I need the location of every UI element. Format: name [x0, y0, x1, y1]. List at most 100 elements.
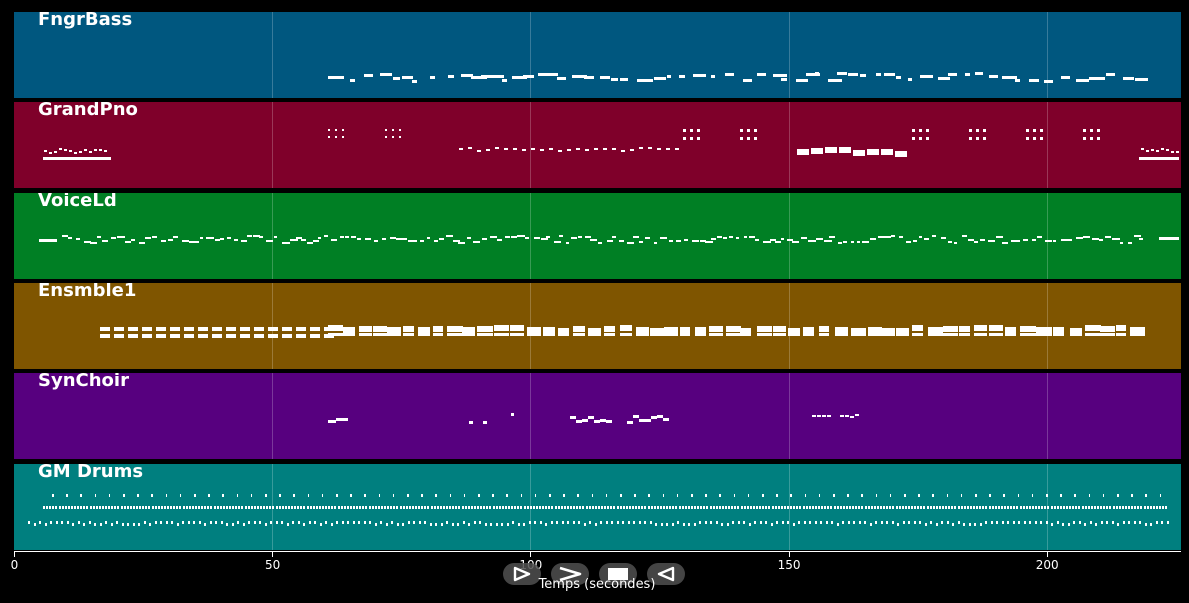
note: [281, 521, 283, 524]
note: [61, 506, 64, 509]
note: [693, 74, 707, 78]
note: [198, 521, 201, 524]
note: [548, 506, 551, 509]
note: [573, 506, 576, 509]
note: [70, 506, 73, 509]
note: [405, 506, 408, 509]
note: [325, 506, 328, 509]
note: [427, 506, 430, 509]
note: [1115, 506, 1118, 509]
note: [264, 523, 267, 526]
note: [582, 506, 585, 509]
note: [1151, 148, 1154, 151]
note: [1041, 506, 1044, 509]
note: [644, 521, 646, 524]
play-button[interactable]: [503, 563, 541, 585]
note: [194, 506, 197, 509]
note: [680, 326, 691, 333]
note: [461, 333, 475, 336]
note: [501, 506, 504, 509]
note: [814, 521, 817, 524]
note: [853, 521, 855, 524]
note: [502, 79, 508, 83]
note: [864, 521, 866, 524]
note: [780, 506, 783, 509]
note: [754, 137, 757, 140]
note: [229, 506, 231, 509]
note: [864, 506, 867, 509]
note: [342, 136, 344, 138]
note: [775, 241, 781, 244]
note: [334, 506, 337, 509]
note: [381, 238, 386, 241]
note: [566, 506, 569, 509]
note: [200, 236, 204, 239]
grid-line: [272, 283, 274, 369]
note: [129, 506, 132, 509]
note: [50, 521, 52, 524]
note: [529, 506, 532, 509]
note: [875, 521, 877, 524]
note: [1019, 506, 1022, 509]
rewind-button[interactable]: [647, 563, 685, 585]
note: [1038, 506, 1041, 509]
note: [154, 506, 157, 509]
note: [462, 521, 465, 524]
note: [597, 241, 603, 244]
note: [1105, 72, 1115, 76]
note: [850, 327, 867, 334]
axis-tick-label: 150: [777, 558, 801, 572]
note: [798, 521, 800, 524]
note: [509, 333, 524, 336]
note: [1087, 506, 1090, 509]
note: [83, 523, 85, 526]
note: [238, 506, 241, 509]
note: [522, 75, 535, 79]
note: [951, 506, 954, 509]
note: [160, 506, 163, 509]
note: [74, 506, 76, 509]
note: [94, 523, 96, 526]
note: [694, 506, 696, 509]
note: [171, 521, 173, 524]
note: [653, 77, 667, 81]
note: [1044, 506, 1047, 509]
track-lane: Ensmble1: [14, 283, 1181, 369]
fast-forward-button[interactable]: [551, 563, 589, 585]
note: [80, 494, 82, 497]
note: [611, 235, 617, 238]
stop-button[interactable]: [599, 563, 637, 585]
note: [399, 506, 402, 509]
note: [270, 521, 272, 524]
note: [350, 494, 352, 497]
note: [740, 137, 743, 140]
note: [1069, 327, 1083, 334]
note: [790, 506, 793, 509]
note: [340, 506, 343, 509]
note: [1097, 506, 1099, 509]
note: [790, 494, 792, 497]
note: [1093, 506, 1096, 509]
note: [590, 238, 597, 241]
note: [660, 237, 668, 240]
note: [708, 326, 724, 333]
note: [541, 237, 549, 240]
note: [452, 506, 455, 509]
note: [953, 241, 958, 244]
note: [912, 129, 915, 132]
note: [1099, 325, 1116, 332]
note: [924, 237, 929, 240]
note: [811, 506, 814, 509]
note: [1115, 325, 1127, 332]
note: [589, 521, 591, 524]
note: [725, 326, 742, 333]
note: [946, 521, 949, 524]
note: [1090, 129, 1093, 132]
note: [111, 236, 116, 239]
note: [787, 327, 801, 334]
note: [804, 494, 807, 497]
note: [185, 506, 188, 509]
note: [867, 506, 870, 509]
note: [328, 420, 336, 423]
note: [1106, 506, 1109, 509]
